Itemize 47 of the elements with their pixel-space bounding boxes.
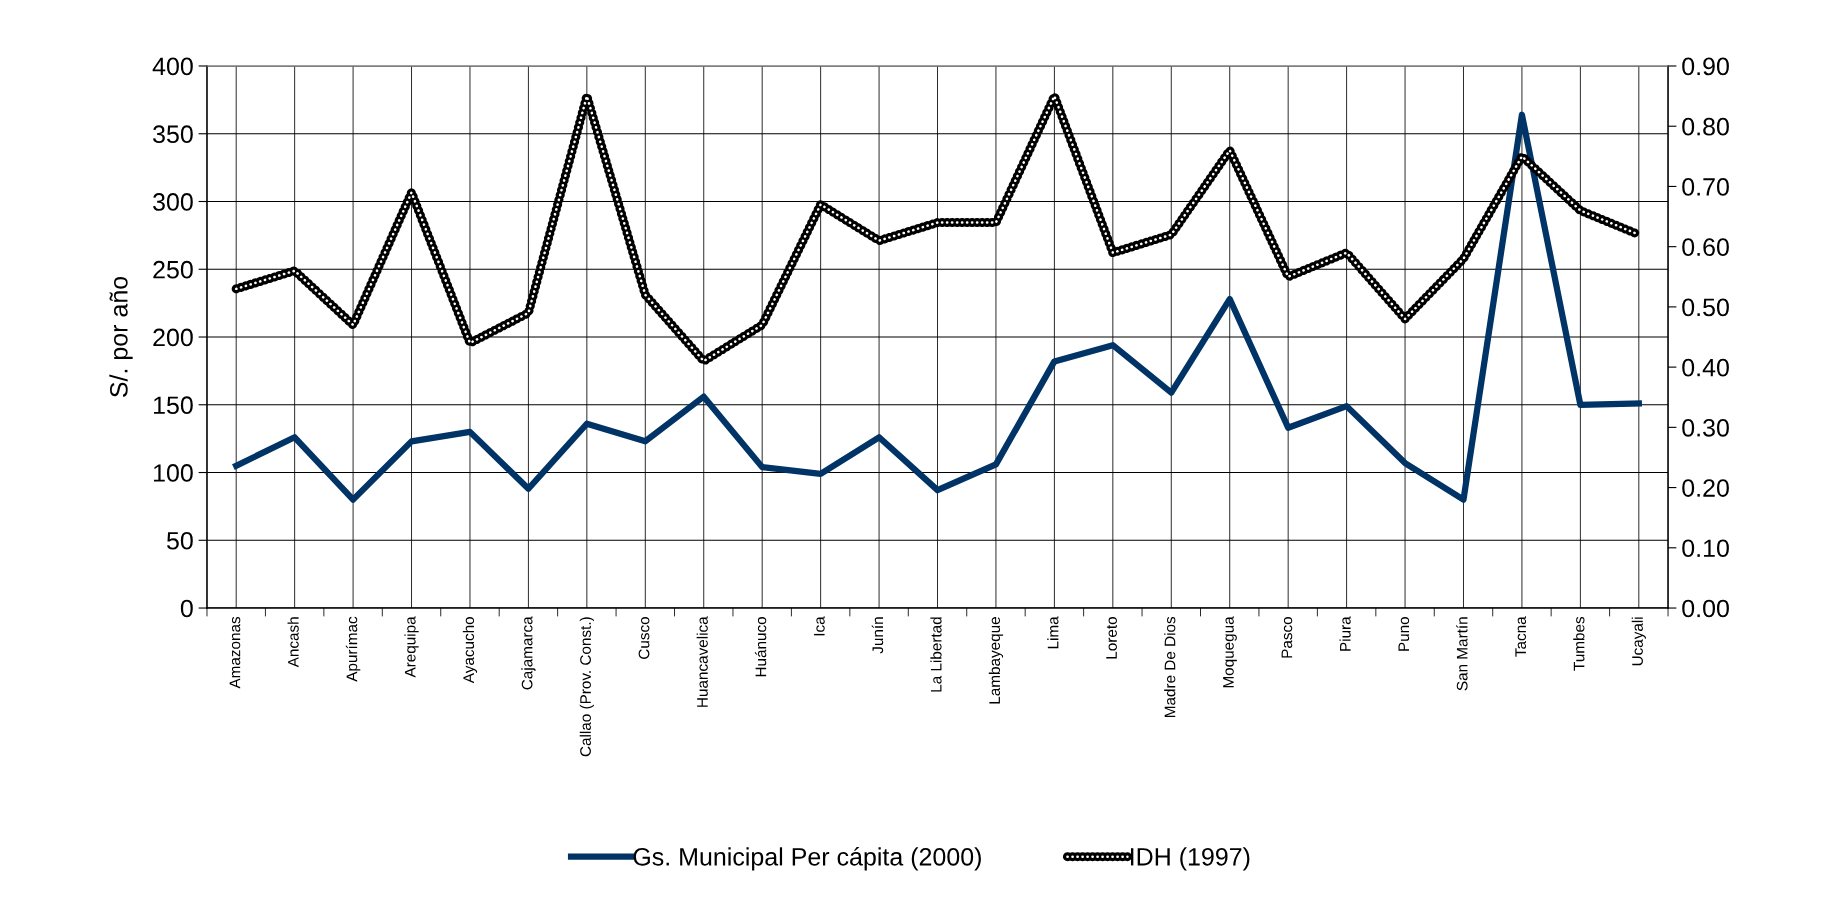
x-tick-label: Huánuco [754,617,767,677]
x-tick-label: Ayacucho [462,617,478,684]
x-tick-label: Piura [1339,616,1351,651]
x-tick-label: Madre De Dios [1164,616,1176,717]
y2-tick-label: 0.40 [1682,358,1729,377]
x-tick-label: Huancavelica [696,616,708,707]
y2-tick-label: 0.70 [1682,178,1729,196]
x-tick-label: Ancash [287,617,299,668]
x-tick-label: Lambayeque [988,617,1004,704]
x-tick-label: Callao (Prov. Const.) [579,617,594,757]
y-tick-label: 200 [153,328,193,347]
legend-label: Gs. Municipal Per cápita (2000) [633,847,981,871]
x-tick-label: Cajamarca [521,616,536,690]
x-tick-label: Apurímac [345,616,361,682]
x-tick-label: Loreto [1106,617,1117,659]
x-tick-label: Junín [871,617,884,654]
y-tick-label: 100 [153,464,193,482]
x-tick-label: Pasco [1281,617,1293,658]
x-tick-label: Puno [1398,617,1410,651]
y2-tick-label: 0.80 [1682,117,1729,136]
x-tick-label: Cusco [638,617,650,659]
x-tick-label: La Libertad [930,617,942,692]
y-tick-label: 50 [166,531,193,550]
x-tick-label: San Martín [1456,617,1468,691]
y2-tick-label: 0.00 [1682,599,1729,618]
y-tick-label: 350 [153,125,193,144]
legend-label: IDH (1997) [1131,847,1250,871]
x-tick-label: Tumbes [1573,616,1585,671]
x-tick-label: Moquegua [1223,616,1237,688]
x-tick-label: Lima [1047,616,1059,649]
y2-tick-label: 0.10 [1682,539,1729,558]
y2-tick-label: 0.90 [1682,57,1729,76]
y-axis-title: S/. por año [109,276,133,398]
y2-tick-label: 0.60 [1682,238,1729,256]
x-tick-label: Tacna [1515,616,1527,657]
y-tick-label: 150 [153,396,193,415]
y-tick-label: 300 [153,193,193,211]
x-tick-label: Arequipa [404,616,419,678]
x-tick-label: Amazonas [229,616,241,689]
y2-tick-label: 0.20 [1682,479,1729,497]
y-tick-label: 400 [152,57,193,76]
x-tick-label: Ica [814,616,825,636]
x-tick-label: Ucayali [1631,617,1646,666]
y-tick-label: 0 [180,599,193,618]
y-tick-label: 250 [153,260,193,279]
y2-tick-label: 0.30 [1682,418,1729,437]
y2-tick-label: 0.50 [1682,298,1729,317]
